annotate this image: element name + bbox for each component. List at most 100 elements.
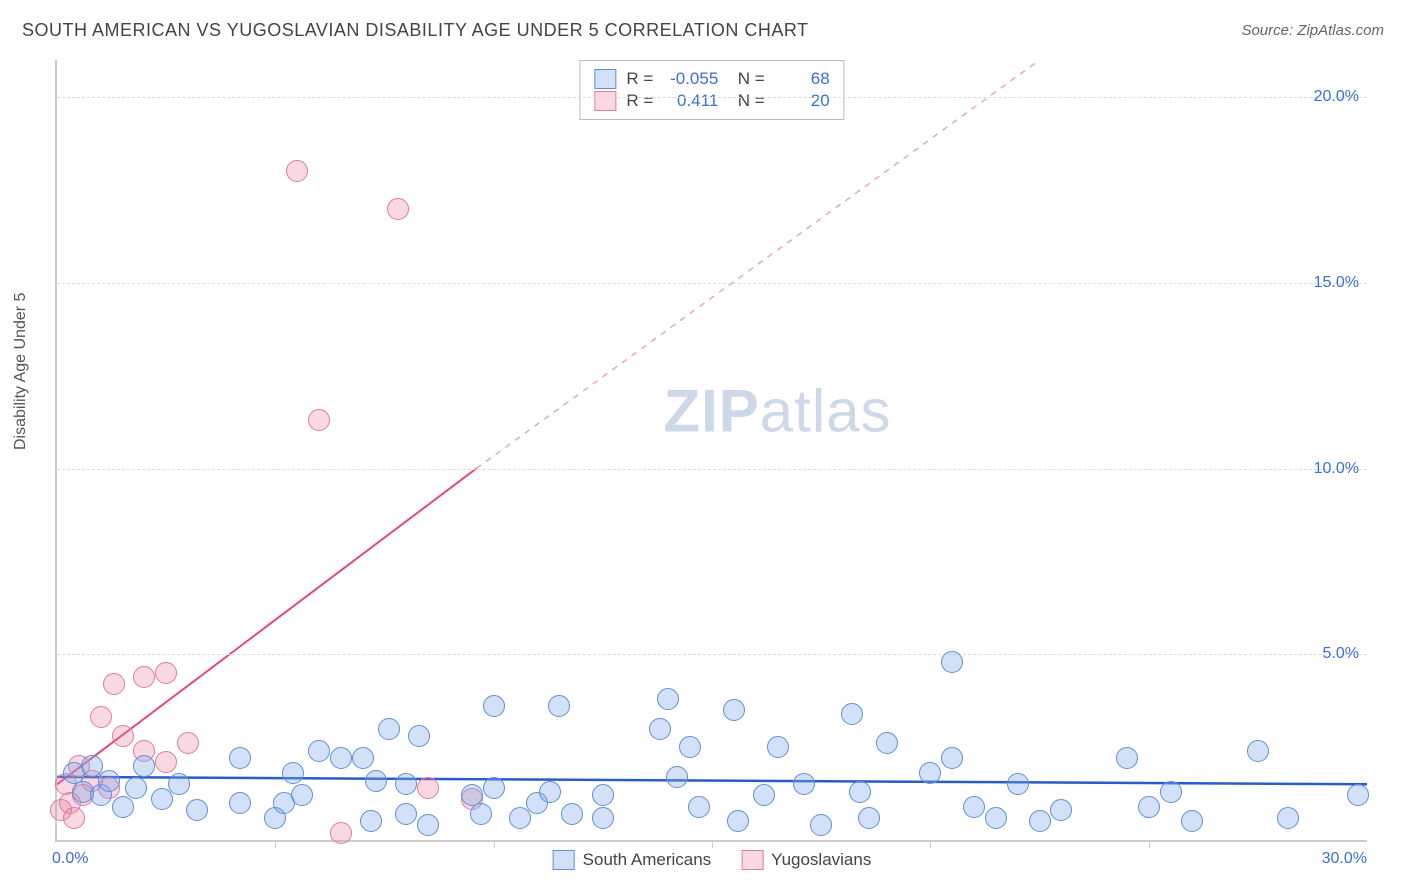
watermark-logo: ZIPatlas [663,377,891,446]
data-point [1277,807,1299,829]
data-point [308,409,330,431]
data-point [365,770,387,792]
data-point [753,784,775,806]
data-point [679,736,701,758]
legend-label: South Americans [583,850,712,870]
data-point [941,747,963,769]
data-point [330,747,352,769]
data-point [417,814,439,836]
data-point [727,810,749,832]
x-tick [494,840,495,848]
data-point [387,198,409,220]
data-point [592,807,614,829]
series-legend: South Americans Yugoslavians [553,850,872,870]
data-point [858,807,880,829]
n-value: 20 [775,91,830,111]
n-label: N = [728,69,764,89]
data-point [103,673,125,695]
data-point [723,699,745,721]
trend-line [476,60,1039,469]
chart-title: SOUTH AMERICAN VS YUGOSLAVIAN DISABILITY… [22,20,809,41]
data-point [483,777,505,799]
data-point [592,784,614,806]
y-tick-label: 10.0% [1314,460,1359,478]
x-tick [275,840,276,848]
data-point [168,773,190,795]
data-point [360,810,382,832]
legend-item-yu: Yugoslavians [741,850,871,870]
x-tick [1149,840,1150,848]
data-point [63,807,85,829]
data-point [509,807,531,829]
data-point [282,762,304,784]
data-point [352,747,374,769]
swatch-south-americans-icon [553,850,575,870]
data-point [841,703,863,725]
data-point [876,732,898,754]
data-point [1247,740,1269,762]
data-point [229,792,251,814]
data-point [395,803,417,825]
data-point [1138,796,1160,818]
data-point [308,740,330,762]
data-point [186,799,208,821]
n-value: 68 [775,69,830,89]
stats-row-yu: R = 0.411 N = 20 [594,91,829,111]
swatch-south-americans-icon [594,69,616,89]
data-point [112,796,134,818]
data-point [291,784,313,806]
data-point [408,725,430,747]
x-tick-label-max: 30.0% [1322,850,1367,868]
data-point [649,718,671,740]
data-point [112,725,134,747]
data-point [378,718,400,740]
data-point [810,814,832,836]
r-label: R = [626,69,653,89]
data-point [548,695,570,717]
data-point [657,688,679,710]
data-point [1050,799,1072,821]
source-attribution: Source: ZipAtlas.com [1241,22,1384,39]
y-tick-label: 20.0% [1314,88,1359,106]
data-point [919,762,941,784]
x-tick-label-min: 0.0% [52,850,88,868]
data-point [985,807,1007,829]
x-tick [930,840,931,848]
stats-row-sa: R = -0.055 N = 68 [594,69,829,89]
data-point [941,651,963,673]
data-point [133,755,155,777]
data-point [151,788,173,810]
data-point [1160,781,1182,803]
grid-line [57,283,1367,284]
data-point [1181,810,1203,832]
data-point [90,706,112,728]
grid-line [57,469,1367,470]
r-value: -0.055 [663,69,718,89]
data-point [688,796,710,818]
grid-line [57,654,1367,655]
data-point [98,770,120,792]
n-label: N = [728,91,764,111]
r-label: R = [626,91,653,111]
data-point [470,803,492,825]
data-point [1347,784,1369,806]
trend-lines-layer [57,60,1367,840]
y-tick-label: 5.0% [1323,645,1359,663]
data-point [963,796,985,818]
y-axis-label: Disability Age Under 5 [12,293,30,450]
data-point [177,732,199,754]
correlation-stats-box: R = -0.055 N = 68 R = 0.411 N = 20 [579,60,844,120]
data-point [395,773,417,795]
r-value: 0.411 [663,91,718,111]
data-point [229,747,251,769]
data-point [155,751,177,773]
data-point [1007,773,1029,795]
chart-plot-area: ZIPatlas R = -0.055 N = 68 R = 0.411 N =… [55,60,1367,842]
y-tick-label: 15.0% [1314,274,1359,292]
data-point [666,766,688,788]
data-point [849,781,871,803]
data-point [155,662,177,684]
data-point [133,666,155,688]
data-point [1029,810,1051,832]
swatch-yugoslavians-icon [741,850,763,870]
